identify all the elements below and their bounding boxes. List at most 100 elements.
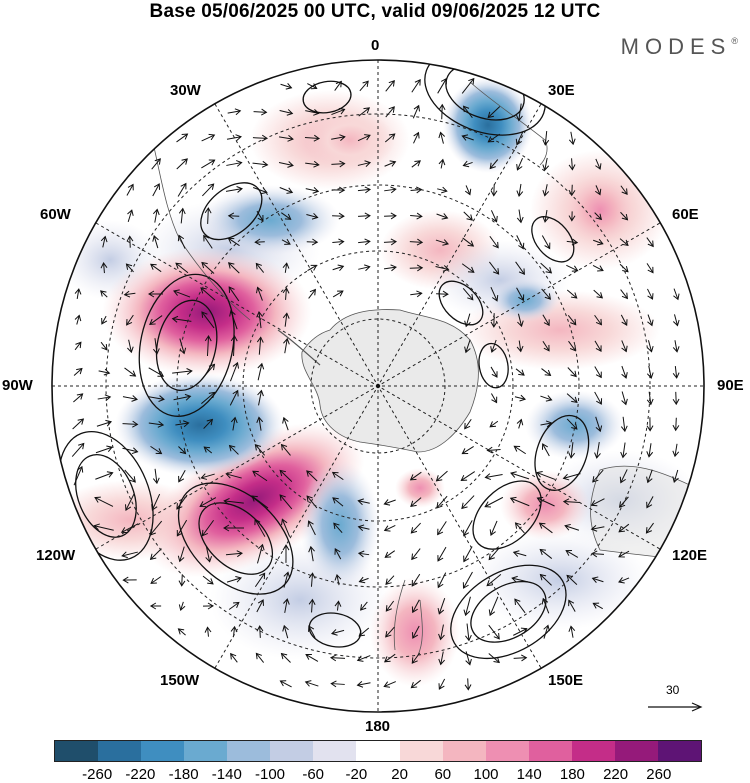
contour-line [138, 273, 235, 417]
wind-arrow [126, 235, 134, 248]
colorbar-tick-label: 60 [434, 766, 452, 783]
wind-arrow [283, 571, 291, 588]
lon-label-90w: 90W [2, 377, 33, 394]
wind-arrow [540, 395, 553, 402]
wind-arrow [226, 134, 242, 141]
wind-arrow [462, 160, 473, 168]
wind-arrow [255, 262, 265, 273]
wind-arrow [201, 261, 215, 274]
wind-arrow [540, 420, 553, 428]
modes-logo: MODES® [621, 34, 738, 60]
wind-arrow [410, 290, 423, 298]
wind-arrow [516, 183, 524, 197]
wind-arrow [619, 469, 628, 484]
wind-arrow [358, 627, 370, 637]
wind-arrow [542, 131, 550, 146]
wind-arrow [125, 263, 134, 273]
wind-arrow [256, 625, 264, 638]
wind-arrow [541, 235, 551, 250]
wind-arrow [357, 524, 370, 532]
wind-arrow [461, 77, 475, 94]
wind-arrow [307, 520, 316, 536]
wind-arrow [594, 391, 603, 405]
wind-arrow [74, 288, 82, 300]
colorbar-segment [313, 741, 357, 761]
wind-arrow [490, 210, 498, 223]
contour-line [75, 454, 137, 538]
lon-label-150e: 150E [548, 672, 584, 689]
wind-arrow [281, 518, 291, 537]
wind-arrow [357, 498, 370, 506]
wind-arrow [509, 496, 530, 507]
wind-arrow [202, 575, 214, 585]
wind-arrow [124, 469, 136, 483]
wind-arrow [205, 546, 213, 563]
wind-arrow [97, 394, 112, 402]
wind-arrow [384, 186, 397, 194]
wind-arrow [484, 496, 504, 508]
wind-arrow [252, 160, 269, 168]
contour-line [472, 480, 542, 550]
wind-arrow [514, 394, 527, 402]
wind-arrow [385, 575, 395, 586]
wind-arrow [461, 263, 475, 273]
wind-arrow [254, 518, 266, 537]
wind-arrow [568, 131, 576, 146]
contour-line [302, 80, 352, 114]
wind-arrow [230, 335, 238, 357]
wind-arrow [489, 235, 499, 249]
wind-arrow [645, 522, 654, 534]
wind-arrow [516, 209, 524, 224]
wind-arrow [647, 288, 654, 300]
wind-arrow [489, 420, 499, 428]
wind-arrow [515, 261, 525, 276]
colorbar-tick-label: -60 [302, 766, 325, 783]
wind-arrow [620, 211, 629, 221]
wind-arrow [332, 212, 345, 220]
contour-line [478, 342, 509, 389]
wind-arrow [410, 497, 422, 507]
wind-arrow [672, 340, 680, 353]
wind-arrow [331, 107, 346, 116]
wind-arrow [539, 548, 553, 559]
wind-arrow [127, 339, 134, 354]
wind-arrow [330, 654, 346, 662]
wind-arrow [306, 470, 318, 482]
colorbar-tick-label: 180 [559, 766, 585, 783]
wind-arrow [177, 546, 185, 563]
wind-arrow [178, 574, 186, 587]
wind-arrow [646, 417, 654, 432]
wind-arrow [536, 471, 556, 480]
wind-arrow [305, 109, 320, 116]
wind-arrow [200, 473, 215, 480]
wind-arrow [172, 368, 193, 375]
wind-arrow [283, 598, 290, 613]
wind-arrow [618, 550, 630, 558]
wind-arrow [175, 420, 190, 428]
wind-arrow [438, 678, 446, 690]
contour-line [424, 60, 546, 136]
wind-arrow [413, 131, 420, 144]
wind-arrow [100, 341, 108, 351]
colorbar-segment [614, 741, 658, 761]
wind-arrow [74, 314, 82, 325]
wind-arrow [257, 362, 265, 381]
lon-label-120w: 120W [36, 547, 76, 564]
wind-arrow [332, 497, 344, 507]
wind-arrow [306, 212, 319, 220]
colorbar-tick-label: 220 [603, 766, 629, 783]
wind-arrow [73, 465, 84, 486]
wind-arrow [358, 576, 369, 584]
wind-arrow [463, 596, 471, 617]
wind-arrow [568, 625, 576, 638]
wind-arrow [568, 158, 576, 171]
colorbar-tick-label: -180 [168, 766, 199, 783]
wind-arrow [149, 548, 162, 561]
wind-arrow [411, 573, 421, 587]
wind-arrow [149, 602, 162, 610]
colorbar-tick-label: -20 [345, 766, 368, 783]
wind-arrow [307, 83, 318, 90]
wind-arrow [384, 133, 396, 143]
wind-arrow [540, 262, 553, 274]
wind-arrow [201, 159, 216, 169]
